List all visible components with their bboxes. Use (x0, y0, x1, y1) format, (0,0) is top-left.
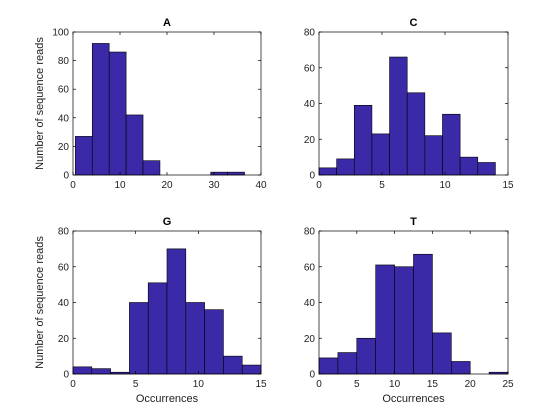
histogram-bar (375, 264, 395, 375)
histogram-bar (91, 43, 110, 176)
histogram-bar (223, 355, 243, 375)
x-tick-label: 5 (354, 379, 360, 390)
histogram-bar (318, 357, 339, 375)
y-tick-label: 0 (63, 171, 69, 182)
x-tick-label: 0 (316, 379, 322, 390)
y-tick-label: 80 (304, 227, 316, 238)
histogram-bar (413, 253, 433, 375)
histogram-bar (142, 160, 161, 176)
subplot-title: G (163, 216, 172, 228)
x-tick-label: 5 (379, 180, 385, 191)
histogram-bar (394, 266, 414, 375)
histogram-bar (337, 352, 358, 375)
histogram-bar (185, 302, 205, 375)
y-tick-label: 20 (58, 142, 70, 153)
x-tick-label: 15 (255, 379, 267, 390)
subplot-a: 0 10 20 30 40 0 20 40 60 80 100 A Number of sequence… (34, 17, 267, 191)
histogram-bar (91, 368, 111, 375)
x-tick-label: 25 (502, 379, 514, 390)
y-tick-label: 40 (58, 298, 70, 309)
histogram-bar (336, 158, 355, 176)
histogram-bar (210, 171, 228, 176)
y-tick-label: 60 (58, 85, 70, 96)
histogram-bar (432, 332, 452, 375)
histogram-bar (129, 302, 149, 375)
y-axis-label: Number of sequence reads (34, 37, 46, 170)
histogram-bar (353, 104, 373, 176)
subplot-t: 0 5 10 15 20 25 0 20 40 60 80 T Occurrences (304, 216, 514, 405)
histogram-bar (450, 361, 471, 375)
x-axis-label: Occurrences (382, 393, 445, 405)
histogram-bar (72, 366, 93, 375)
y-tick-label: 40 (58, 113, 70, 124)
x-tick-label: 20 (161, 180, 173, 191)
x-tick-label: 20 (465, 379, 477, 390)
x-tick-label: 10 (114, 180, 126, 191)
histogram-bar (424, 135, 443, 176)
histogram-bar (318, 167, 337, 176)
y-tick-label: 80 (58, 56, 70, 67)
y-tick-label: 20 (58, 334, 70, 345)
subplot-title: T (410, 216, 417, 228)
y-tick-label: 40 (304, 99, 316, 110)
histogram-bar (389, 56, 408, 176)
y-tick-label: 0 (63, 370, 69, 381)
x-tick-label: 10 (439, 180, 451, 191)
x-tick-label: 0 (316, 180, 322, 191)
x-tick-label: 5 (133, 379, 139, 390)
y-tick-label: 60 (304, 262, 316, 273)
histogram-bar (442, 113, 461, 176)
x-tick-label: 15 (502, 180, 514, 191)
x-tick-label: 40 (255, 180, 267, 191)
y-tick-label: 0 (309, 370, 315, 381)
histogram-bar (166, 248, 187, 375)
x-tick-label: 10 (389, 379, 401, 390)
subplot-g: 0 5 10 15 0 20 40 60 80 G Occurrences Number of seq… (34, 216, 267, 405)
x-axis-label: Occurrences (136, 393, 199, 405)
y-tick-label: 0 (309, 171, 315, 182)
subplot-c: 0 5 10 15 0 20 40 60 80 C (304, 17, 514, 191)
histogram-bar (147, 282, 168, 375)
y-tick-label: 60 (304, 63, 316, 74)
histogram-bar (241, 364, 262, 375)
x-tick-label: 15 (427, 379, 439, 390)
histogram-bar (125, 114, 144, 176)
x-tick-label: 0 (70, 180, 76, 191)
histogram-bar (204, 309, 224, 375)
histogram-bar (356, 337, 376, 375)
histogram-bar (477, 162, 496, 176)
subplot-title: A (163, 17, 171, 29)
y-tick-label: 40 (304, 298, 316, 309)
histogram-bar (406, 92, 426, 176)
y-tick-label: 20 (304, 334, 316, 345)
histogram-bar (459, 156, 479, 176)
histogram-bar (371, 133, 390, 176)
histogram-bar (75, 136, 93, 176)
histogram-bar (227, 171, 245, 176)
y-axis-label: Number of sequence reads (34, 236, 46, 369)
y-tick-label: 100 (52, 28, 69, 39)
y-tick-label: 80 (304, 28, 316, 39)
histogram-bar (108, 51, 127, 176)
x-tick-label: 0 (70, 379, 76, 390)
x-tick-label: 10 (193, 379, 205, 390)
x-tick-label: 30 (208, 180, 220, 191)
y-tick-label: 60 (58, 262, 70, 273)
y-tick-label: 20 (304, 135, 316, 146)
y-tick-label: 80 (58, 227, 70, 238)
subplot-title: C (410, 17, 418, 29)
